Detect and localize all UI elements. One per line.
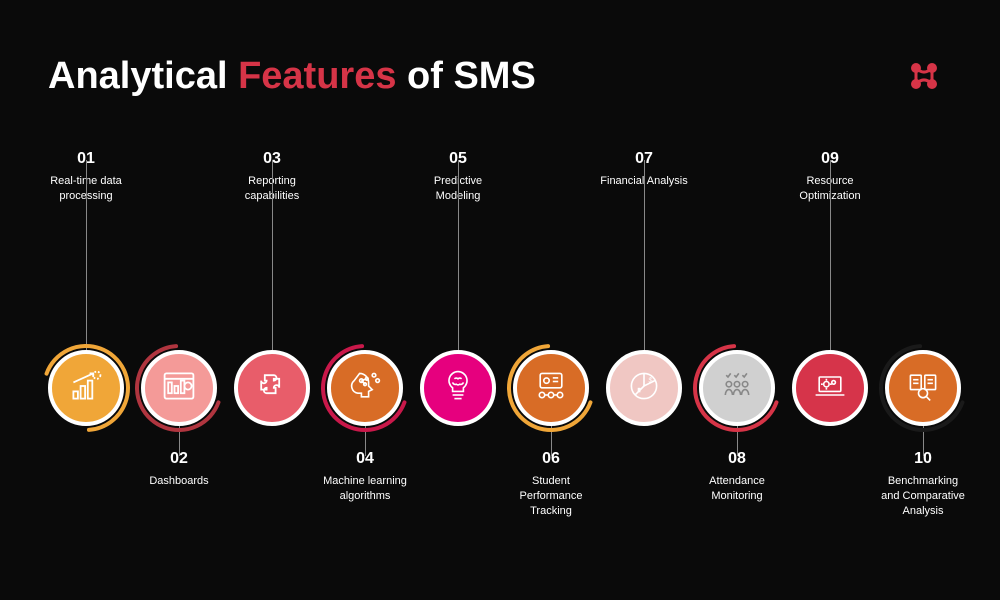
feature-circle [885, 350, 961, 426]
feature-circle [513, 350, 589, 426]
feature-label: Attendance Monitoring [691, 474, 783, 504]
ai-head-icon [347, 368, 383, 409]
icon-circle [885, 350, 961, 426]
connector-line [86, 160, 87, 350]
feature-circle [327, 350, 403, 426]
feature-item: 08Attendance Monitoring [691, 450, 783, 504]
icon-circle [699, 350, 775, 426]
feature-item: 04Machine learning algorithms [319, 450, 411, 504]
chart-up-icon [68, 368, 104, 409]
connector-line [644, 160, 645, 350]
icon-circle [513, 350, 589, 426]
feature-circle [141, 350, 217, 426]
feature-circle: $ [606, 350, 682, 426]
title-part1: Analytical [48, 55, 238, 97]
connector-line [272, 160, 273, 350]
compare-icon [905, 368, 941, 409]
title-part2: of SMS [396, 55, 535, 97]
page-title: Analytical Features of SMS [48, 55, 536, 98]
timeline: 01Real-time data processing02Dashboards0… [0, 150, 1000, 550]
feature-label: Student Performance Tracking [505, 474, 597, 519]
feature-circle [234, 350, 310, 426]
feature-circle [699, 350, 775, 426]
svg-text:$: $ [649, 375, 653, 384]
feature-item: 06Student Performance Tracking [505, 450, 597, 519]
title-accent: Features [238, 55, 396, 97]
connector-line [830, 160, 831, 350]
puzzle-icon [254, 368, 290, 409]
id-track-icon [533, 368, 569, 409]
brand-logo-icon [906, 58, 942, 94]
feature-circle [792, 350, 868, 426]
icon-circle: $ [606, 350, 682, 426]
dashboard-icon [161, 368, 197, 409]
feature-label: Dashboards [133, 474, 225, 489]
bulb-brain-icon [440, 368, 476, 409]
icon-circle [792, 350, 868, 426]
icon-circle [234, 350, 310, 426]
feature-circle [420, 350, 496, 426]
icon-circle [420, 350, 496, 426]
feature-item: 10Benchmarking and Comparative Analysis [877, 450, 969, 519]
connector-line [458, 160, 459, 350]
feature-circle [48, 350, 124, 426]
icon-circle [141, 350, 217, 426]
people-check-icon [719, 368, 755, 409]
icon-circle [48, 350, 124, 426]
laptop-gear-icon [812, 368, 848, 409]
pie-dollar-icon: $ [626, 368, 662, 409]
feature-label: Benchmarking and Comparative Analysis [877, 474, 969, 519]
feature-label: Machine learning algorithms [319, 474, 411, 504]
icon-circle [327, 350, 403, 426]
